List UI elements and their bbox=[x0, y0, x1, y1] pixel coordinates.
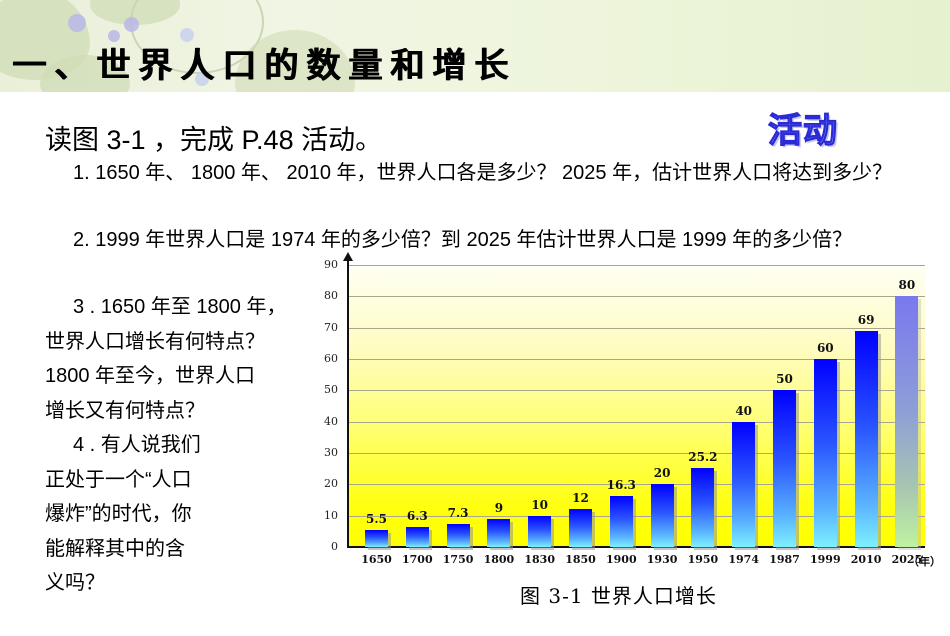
question-3-line: 3 . 1650 年至 1800 年， bbox=[73, 296, 287, 318]
question-1-text: 1. 1650 年、 1800 年、 2010 年，世界人口各是多少？ 2025… bbox=[73, 162, 893, 184]
y-tick-label: 30 bbox=[324, 446, 338, 459]
y-tick-label: 0 bbox=[331, 540, 338, 553]
x-axis-unit: （年） bbox=[908, 555, 941, 568]
gridline bbox=[348, 484, 925, 486]
slide-title: 一、世界人口的数量和增长 bbox=[12, 46, 516, 86]
bar-value-label: 20 bbox=[653, 466, 671, 481]
x-tick-label: 1930 bbox=[646, 553, 678, 566]
bar-1800 bbox=[487, 518, 511, 547]
bar-value-label: 80 bbox=[898, 278, 916, 293]
y-tick-label: 80 bbox=[324, 289, 338, 303]
y-tick-label: 90 bbox=[324, 258, 338, 271]
x-tick-label: 1700 bbox=[401, 553, 433, 566]
x-tick-label: 1987 bbox=[769, 553, 800, 566]
gridline bbox=[348, 359, 925, 360]
x-axis bbox=[348, 546, 925, 548]
bar-1750 bbox=[446, 524, 470, 547]
intro-text: 读图 3-1 ，完成 P.48 活动。 bbox=[45, 125, 383, 155]
gridline bbox=[348, 453, 925, 454]
x-tick-label: 1750 bbox=[442, 553, 474, 566]
figure-caption: 图 3-1 世界人口增长 bbox=[520, 584, 717, 608]
question-2: 2. 1999 年世界人口是 1974 年的多少倍？到 2025 年估计世界人口… bbox=[45, 224, 950, 256]
bar-value-label: 9 bbox=[494, 500, 504, 515]
question-3-line: 1800 年至今，世界人口 bbox=[45, 365, 256, 387]
x-tick-label: 1850 bbox=[565, 553, 596, 566]
bar-1830 bbox=[528, 515, 552, 547]
question-3-line: 增长又有何特点？ bbox=[45, 399, 205, 422]
berry-decoration bbox=[108, 30, 120, 42]
bar-value-label: 50 bbox=[776, 372, 793, 387]
question-2-text: 2. 1999 年世界人口是 1974 年的多少倍？到 2025 年估计世界人口… bbox=[73, 229, 853, 251]
questions-3-4: 3 . 1650 年至 1800 年， 世界人口增长有何特点？ 1800 年至今… bbox=[45, 290, 305, 601]
x-tick-label: 1800 bbox=[483, 553, 515, 566]
bar-1950 bbox=[691, 468, 715, 547]
gridline bbox=[348, 265, 925, 266]
x-tick-label: 1974 bbox=[728, 553, 759, 566]
x-tick-label: 1830 bbox=[524, 553, 555, 566]
bar-1650 bbox=[365, 529, 388, 547]
bar-2025 bbox=[895, 296, 919, 547]
question-4-line: 4 . 有人说我们 bbox=[73, 434, 201, 456]
bar-2010 bbox=[854, 330, 878, 547]
y-tick-label: 50 bbox=[324, 383, 338, 397]
question-3-line: 世界人口增长有何特点？ bbox=[45, 330, 265, 353]
x-tick-label: 1650 bbox=[361, 553, 392, 566]
bar-value-label: 12 bbox=[572, 491, 589, 506]
bar-1700 bbox=[405, 527, 429, 547]
berry-decoration bbox=[124, 17, 139, 32]
bar-value-label: 25.2 bbox=[688, 450, 718, 465]
y-axis-arrow-icon bbox=[343, 252, 353, 261]
population-bar-chart: 0 10 20 30 40 50 60 70 80 90 5.5 1650 6.3 1700 7.3 175… bbox=[320, 250, 950, 580]
bar-1999 bbox=[813, 359, 837, 547]
bar-1900 bbox=[609, 495, 633, 547]
x-tick-label: 1950 bbox=[687, 553, 719, 566]
question-1: 1. 1650 年、 1800 年、 2010 年，世界人口各是多少？ 2025… bbox=[45, 157, 950, 189]
y-tick-label: 70 bbox=[324, 320, 338, 334]
berry-decoration bbox=[195, 72, 209, 86]
berry-decoration bbox=[68, 14, 86, 32]
y-axis bbox=[347, 258, 349, 548]
bar-value-label: 60 bbox=[816, 341, 834, 355]
x-tick-label: 1999 bbox=[809, 553, 841, 566]
header-banner bbox=[0, 0, 950, 92]
question-4-line: 能解释其中的含 bbox=[45, 537, 185, 560]
gridline bbox=[348, 421, 925, 423]
x-tick-label: 2025 bbox=[891, 553, 923, 566]
bar-value-label: 16.3 bbox=[606, 477, 636, 492]
x-tick-label: 2010 bbox=[850, 553, 882, 566]
bar-1974 bbox=[732, 421, 756, 547]
gridline bbox=[348, 296, 925, 298]
bar-value-label: 10 bbox=[531, 497, 549, 512]
gridline bbox=[348, 327, 925, 329]
berry-decoration bbox=[180, 28, 194, 42]
question-4-line: 正处于一个“人口 bbox=[45, 468, 192, 491]
bar-value-label: 6.3 bbox=[406, 509, 428, 524]
bar-value-label: 69 bbox=[857, 312, 875, 327]
activity-badge: 活动 bbox=[767, 110, 838, 151]
y-tick-label: 60 bbox=[324, 352, 338, 365]
gridline bbox=[348, 390, 925, 392]
bar-1987 bbox=[773, 390, 796, 547]
bar-1850 bbox=[569, 509, 592, 547]
bar-1930 bbox=[650, 484, 674, 547]
bar-value-label: 5.5 bbox=[366, 511, 387, 526]
y-tick-label: 10 bbox=[324, 508, 338, 522]
gridline bbox=[348, 515, 925, 517]
bar-value-label: 40 bbox=[735, 403, 753, 418]
y-tick-label: 20 bbox=[324, 477, 338, 491]
x-tick-label: 1900 bbox=[605, 553, 637, 566]
bar-value-label: 7.3 bbox=[447, 506, 469, 521]
y-tick-label: 40 bbox=[324, 414, 338, 428]
plot-area bbox=[348, 265, 925, 547]
question-4-line: 义吗？ bbox=[45, 572, 105, 594]
question-4-line: 爆炸”的时代，你 bbox=[45, 503, 192, 525]
